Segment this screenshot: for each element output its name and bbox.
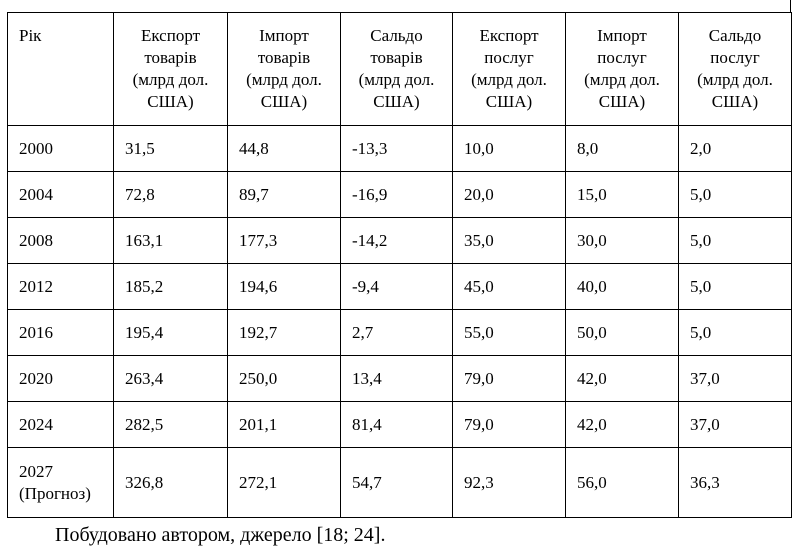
year-cell: 2024 (7, 401, 114, 448)
header-row: Рік Експорт товарів (млрд дол. США) Імпорт… (7, 12, 792, 126)
value-cell: -9,4 (340, 263, 453, 310)
value-cell: 81,4 (340, 401, 453, 448)
value-cell: 79,0 (452, 355, 566, 402)
header-cell: Сальдо послуг (млрд дол. США) (678, 12, 792, 126)
value-cell: 30,0 (565, 217, 679, 264)
data-table: Рік Експорт товарів (млрд дол. США) Імпорт… (7, 12, 792, 518)
value-cell: 72,8 (113, 171, 228, 218)
value-cell: 195,4 (113, 309, 228, 356)
value-cell: 194,6 (227, 263, 341, 310)
value-cell: 37,0 (678, 401, 792, 448)
value-cell: 50,0 (565, 309, 679, 356)
value-cell: 92,3 (452, 447, 566, 518)
value-cell: 185,2 (113, 263, 228, 310)
value-cell: 10,0 (452, 125, 566, 172)
value-cell: 56,0 (565, 447, 679, 518)
table-row: 2027 (Прогноз) 326,8 272,1 54,7 92,3 56,0 36,3 (7, 447, 792, 518)
border-edge (790, 0, 791, 12)
value-cell: 5,0 (678, 171, 792, 218)
year-cell: 2000 (7, 125, 114, 172)
value-cell: 20,0 (452, 171, 566, 218)
table-row: 2008 163,1 177,3 -14,2 35,0 30,0 5,0 (7, 217, 792, 264)
header-cell: Імпорт товарів (млрд дол. США) (227, 12, 341, 126)
table-row: 2024 282,5 201,1 81,4 79,0 42,0 37,0 (7, 401, 792, 448)
value-cell: 2,7 (340, 309, 453, 356)
year-cell: 2012 (7, 263, 114, 310)
value-cell: 54,7 (340, 447, 453, 518)
value-cell: 5,0 (678, 263, 792, 310)
value-cell: 42,0 (565, 355, 679, 402)
year-cell: 2008 (7, 217, 114, 264)
table-row: 2020 263,4 250,0 13,4 79,0 42,0 37,0 (7, 355, 792, 402)
value-cell: 163,1 (113, 217, 228, 264)
value-cell: 36,3 (678, 447, 792, 518)
value-cell: 2,0 (678, 125, 792, 172)
value-cell: 8,0 (565, 125, 679, 172)
year-cell: 2004 (7, 171, 114, 218)
value-cell: 326,8 (113, 447, 228, 518)
value-cell: 79,0 (452, 401, 566, 448)
value-cell: 89,7 (227, 171, 341, 218)
value-cell: -14,2 (340, 217, 453, 264)
value-cell: -16,9 (340, 171, 453, 218)
value-cell: 250,0 (227, 355, 341, 402)
value-cell: 45,0 (452, 263, 566, 310)
value-cell: 263,4 (113, 355, 228, 402)
value-cell: 15,0 (565, 171, 679, 218)
header-cell: Експорт товарів (млрд дол. США) (113, 12, 228, 126)
caption: Побудовано автором, джерело [18; 24]. (55, 524, 386, 546)
value-cell: 40,0 (565, 263, 679, 310)
value-cell: 37,0 (678, 355, 792, 402)
table-body: Рік Експорт товарів (млрд дол. США) Імпорт… (7, 12, 792, 518)
year-cell: 2027 (Прогноз) (7, 447, 114, 518)
value-cell: 31,5 (113, 125, 228, 172)
value-cell: 177,3 (227, 217, 341, 264)
value-cell: 282,5 (113, 401, 228, 448)
value-cell: 5,0 (678, 309, 792, 356)
table-row: 2000 31,5 44,8 -13,3 10,0 8,0 2,0 (7, 125, 792, 172)
year-cell: 2020 (7, 355, 114, 402)
value-cell: 5,0 (678, 217, 792, 264)
value-cell: 272,1 (227, 447, 341, 518)
header-cell: Експорт послуг (млрд дол. США) (452, 12, 566, 126)
header-cell: Рік (7, 12, 114, 126)
value-cell: 42,0 (565, 401, 679, 448)
year-cell: 2016 (7, 309, 114, 356)
value-cell: 13,4 (340, 355, 453, 402)
value-cell: 192,7 (227, 309, 341, 356)
table-row: 2012 185,2 194,6 -9,4 45,0 40,0 5,0 (7, 263, 792, 310)
value-cell: 35,0 (452, 217, 566, 264)
table-row: 2004 72,8 89,7 -16,9 20,0 15,0 5,0 (7, 171, 792, 218)
table-row: 2016 195,4 192,7 2,7 55,0 50,0 5,0 (7, 309, 792, 356)
header-cell: Імпорт послуг (млрд дол. США) (565, 12, 679, 126)
value-cell: 44,8 (227, 125, 341, 172)
value-cell: 55,0 (452, 309, 566, 356)
value-cell: -13,3 (340, 125, 453, 172)
header-cell: Сальдо товарів (млрд дол. США) (340, 12, 453, 126)
value-cell: 201,1 (227, 401, 341, 448)
